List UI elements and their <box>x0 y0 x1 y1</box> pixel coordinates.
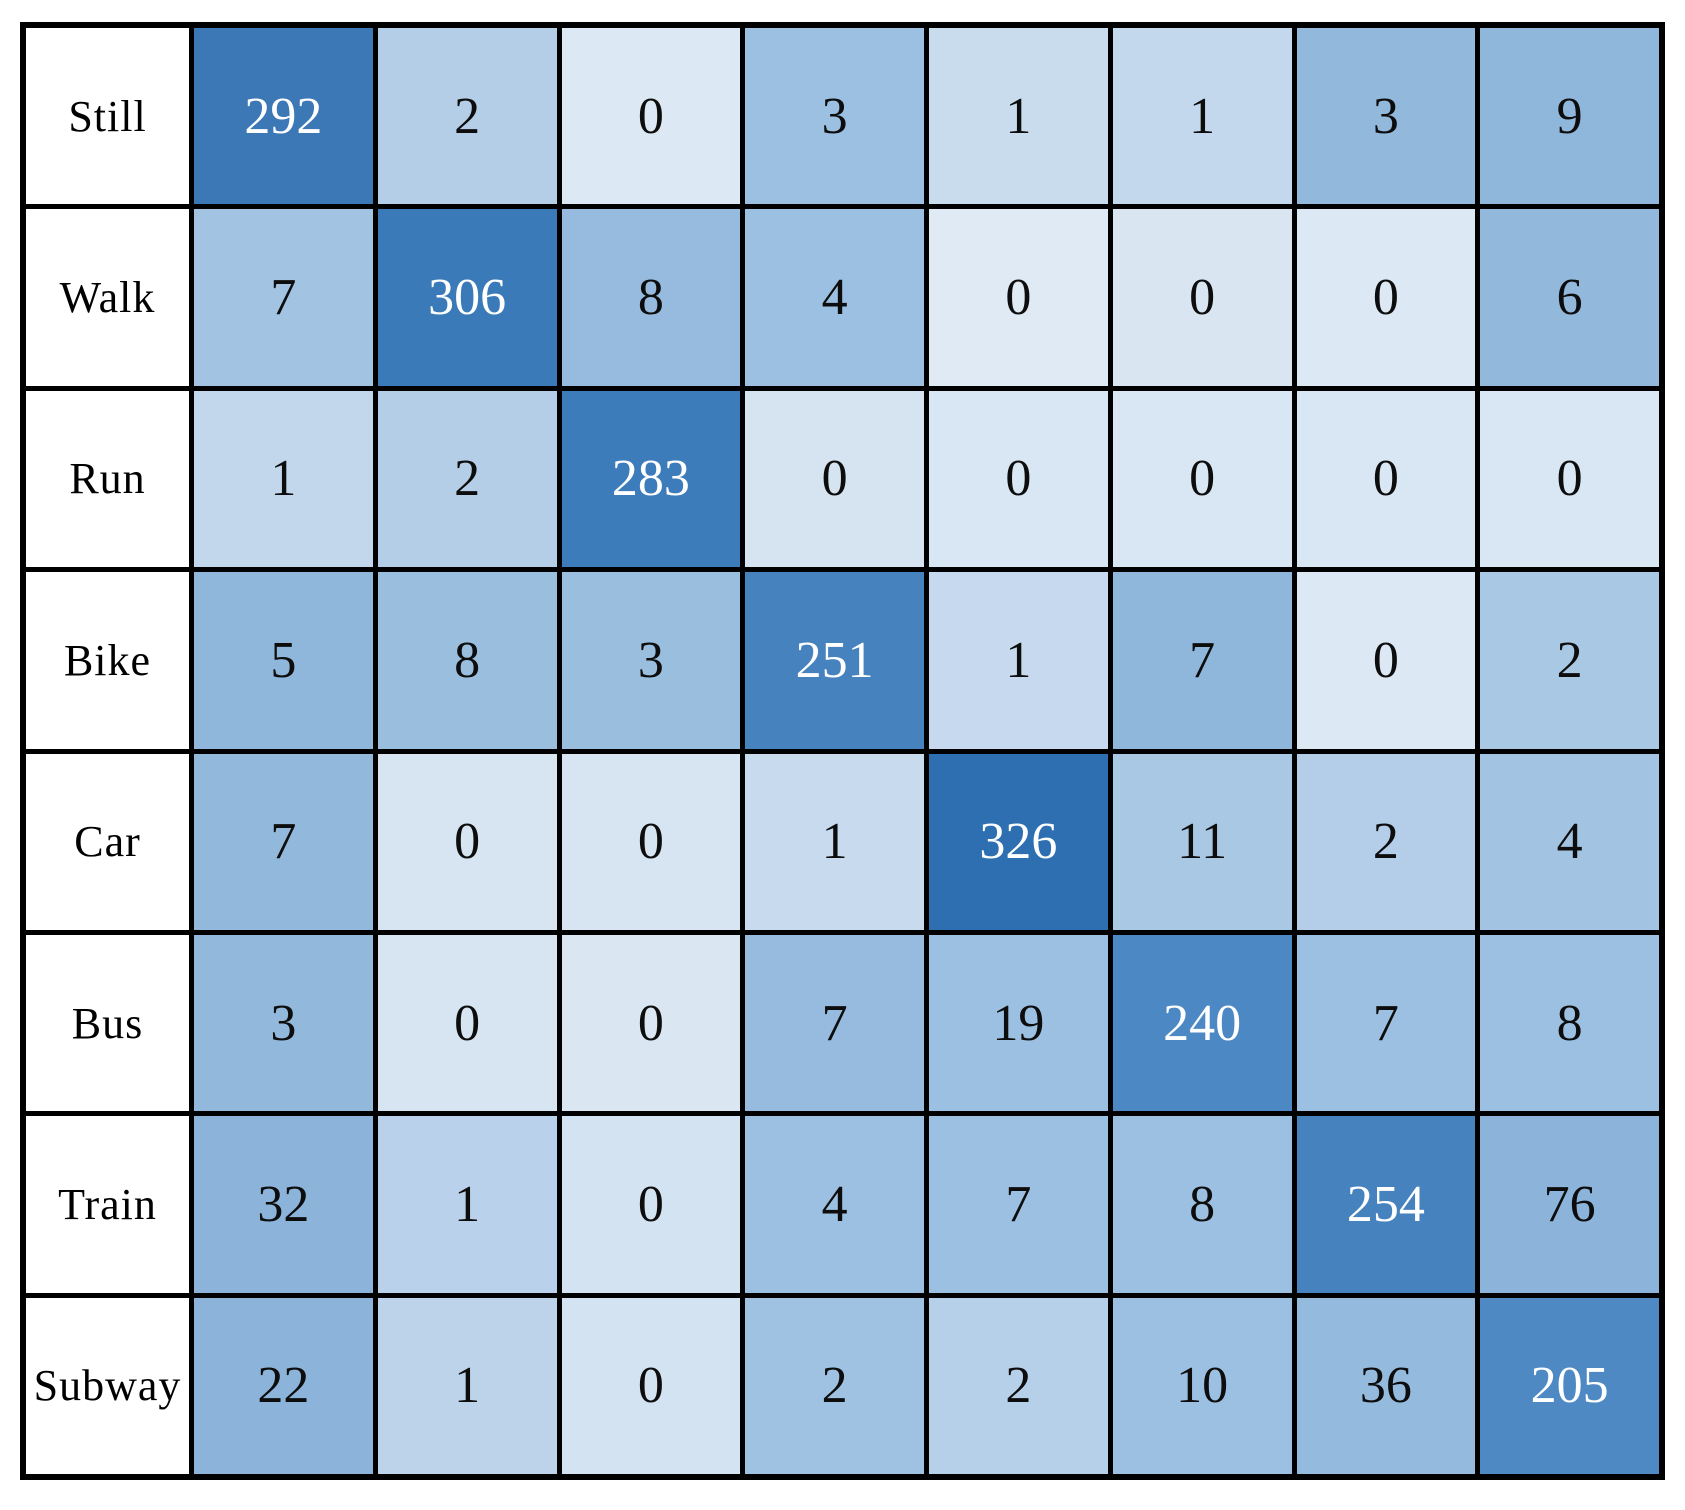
matrix-cell-still-col1: 292 <box>194 28 373 205</box>
matrix-cell-walk-col5: 0 <box>929 209 1108 386</box>
matrix-cell-bus-col1: 3 <box>194 934 373 1112</box>
matrix-cell-still-col6: 1 <box>1112 28 1292 205</box>
matrix-cell-bus-col2: 0 <box>377 934 557 1112</box>
matrix-cell-train-col1: 32 <box>194 1116 373 1293</box>
matrix-cell-bike-col3: 3 <box>561 572 741 749</box>
matrix-cell-run-col4: 0 <box>745 390 924 568</box>
matrix-cell-car-col1: 7 <box>194 753 373 930</box>
matrix-cell-car-col2: 0 <box>377 753 557 930</box>
matrix-cell-subway-col2: 1 <box>377 1297 557 1474</box>
matrix-cell-train-col6: 8 <box>1112 1116 1292 1293</box>
row-label-walk: Walk <box>26 209 189 386</box>
matrix-cell-subway-col3: 0 <box>561 1297 741 1474</box>
matrix-cell-still-col8: 9 <box>1480 28 1659 205</box>
matrix-cell-still-col7: 3 <box>1296 28 1476 205</box>
row-label-still: Still <box>26 28 189 205</box>
matrix-cell-bike-col8: 2 <box>1480 572 1659 749</box>
matrix-cell-car-col3: 0 <box>561 753 741 930</box>
matrix-cell-run-col8: 0 <box>1480 390 1659 568</box>
matrix-cell-bike-col7: 0 <box>1296 572 1476 749</box>
matrix-cell-run-col6: 0 <box>1112 390 1292 568</box>
matrix-cell-bike-col4: 251 <box>745 572 924 749</box>
row-label-bus: Bus <box>26 934 189 1112</box>
matrix-cell-walk-col3: 8 <box>561 209 741 386</box>
matrix-cell-bus-col3: 0 <box>561 934 741 1112</box>
matrix-cell-bus-col7: 7 <box>1296 934 1476 1112</box>
matrix-cell-still-col5: 1 <box>929 28 1108 205</box>
matrix-cell-run-col1: 1 <box>194 390 373 568</box>
matrix-cell-run-col3: 283 <box>561 390 741 568</box>
row-label-run: Run <box>26 390 189 568</box>
matrix-cell-subway-col4: 2 <box>745 1297 924 1474</box>
matrix-cell-subway-col6: 10 <box>1112 1297 1292 1474</box>
matrix-cell-bike-col2: 8 <box>377 572 557 749</box>
matrix-cell-car-col6: 11 <box>1112 753 1292 930</box>
matrix-cell-car-col4: 1 <box>745 753 924 930</box>
matrix-cell-subway-col1: 22 <box>194 1297 373 1474</box>
row-label-subway: Subway <box>26 1297 189 1474</box>
matrix-cell-subway-col8: 205 <box>1480 1297 1659 1474</box>
matrix-cell-subway-col7: 36 <box>1296 1297 1476 1474</box>
matrix-cell-walk-col6: 0 <box>1112 209 1292 386</box>
matrix-cell-walk-col2: 306 <box>377 209 557 386</box>
matrix-cell-bus-col4: 7 <box>745 934 924 1112</box>
matrix-cell-train-col4: 4 <box>745 1116 924 1293</box>
matrix-cell-train-col8: 76 <box>1480 1116 1659 1293</box>
row-label-car: Car <box>26 753 189 930</box>
matrix-cell-car-col5: 326 <box>929 753 1108 930</box>
matrix-cell-run-col2: 2 <box>377 390 557 568</box>
matrix-cell-bus-col6: 240 <box>1112 934 1292 1112</box>
matrix-cell-run-col5: 0 <box>929 390 1108 568</box>
matrix-cell-bus-col5: 19 <box>929 934 1108 1112</box>
matrix-cell-walk-col4: 4 <box>745 209 924 386</box>
row-label-train: Train <box>26 1116 189 1293</box>
matrix-cell-walk-col7: 0 <box>1296 209 1476 386</box>
matrix-cell-still-col4: 3 <box>745 28 924 205</box>
row-label-bike: Bike <box>26 572 189 749</box>
matrix-cell-subway-col5: 2 <box>929 1297 1108 1474</box>
confusion-matrix-table: Still 292 2 0 3 1 1 3 9 Walk 7 306 8 4 0 0 0 6 Run 1 2 283 0 0 0… <box>20 22 1665 1480</box>
matrix-cell-train-col5: 7 <box>929 1116 1108 1293</box>
matrix-cell-run-col7: 0 <box>1296 390 1476 568</box>
matrix-cell-still-col2: 2 <box>377 28 557 205</box>
matrix-cell-car-col7: 2 <box>1296 753 1476 930</box>
matrix-cell-still-col3: 0 <box>561 28 741 205</box>
matrix-cell-bike-col5: 1 <box>929 572 1108 749</box>
matrix-cell-bus-col8: 8 <box>1480 934 1659 1112</box>
matrix-cell-train-col3: 0 <box>561 1116 741 1293</box>
matrix-cell-walk-col1: 7 <box>194 209 373 386</box>
matrix-cell-bike-col6: 7 <box>1112 572 1292 749</box>
matrix-cell-walk-col8: 6 <box>1480 209 1659 386</box>
matrix-cell-train-col2: 1 <box>377 1116 557 1293</box>
matrix-cell-train-col7: 254 <box>1296 1116 1476 1293</box>
matrix-cell-bike-col1: 5 <box>194 572 373 749</box>
matrix-cell-car-col8: 4 <box>1480 753 1659 930</box>
